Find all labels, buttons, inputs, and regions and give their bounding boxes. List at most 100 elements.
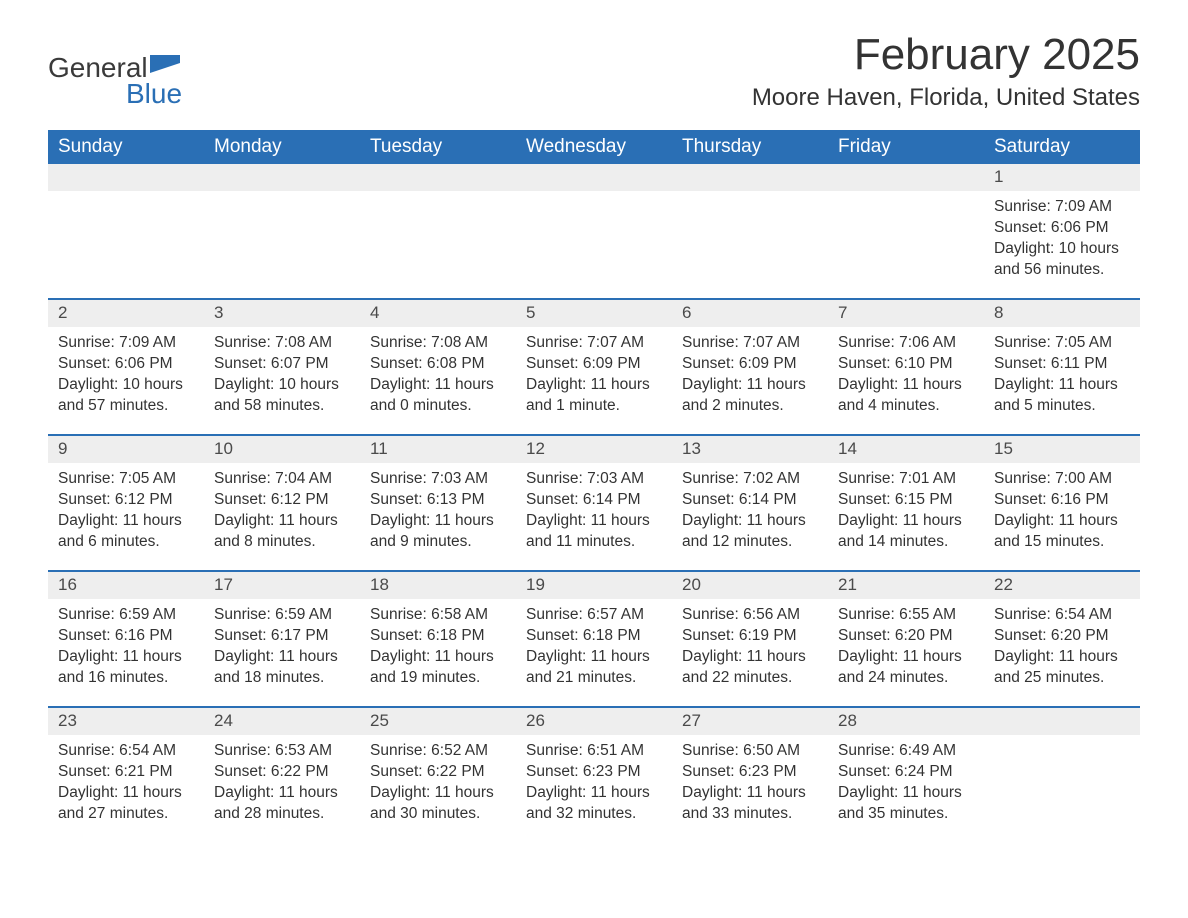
sunset-text: Sunset: 6:14 PM [526, 490, 662, 511]
calendar-week: 23Sunrise: 6:54 AMSunset: 6:21 PMDayligh… [48, 706, 1140, 826]
daylight-line1: Daylight: 11 hours [994, 647, 1130, 668]
calendar-day: 2Sunrise: 7:09 AMSunset: 6:06 PMDaylight… [48, 300, 204, 418]
daylight-line1: Daylight: 10 hours [214, 375, 350, 396]
daylight-line1: Daylight: 11 hours [526, 783, 662, 804]
calendar-day: 15Sunrise: 7:00 AMSunset: 6:16 PMDayligh… [984, 436, 1140, 554]
day-number [516, 164, 672, 191]
day-body: Sunrise: 6:55 AMSunset: 6:20 PMDaylight:… [828, 599, 984, 689]
day-number: 28 [828, 708, 984, 735]
day-body: Sunrise: 6:57 AMSunset: 6:18 PMDaylight:… [516, 599, 672, 689]
calendar-day [204, 164, 360, 282]
calendar-day: 25Sunrise: 6:52 AMSunset: 6:22 PMDayligh… [360, 708, 516, 826]
calendar-day [516, 164, 672, 282]
sunrise-text: Sunrise: 7:00 AM [994, 469, 1130, 490]
daylight-line1: Daylight: 11 hours [682, 511, 818, 532]
day-number [360, 164, 516, 191]
dow-cell: Friday [828, 130, 984, 164]
daylight-line2: and 24 minutes. [838, 668, 974, 689]
day-number: 20 [672, 572, 828, 599]
calendar-day: 7Sunrise: 7:06 AMSunset: 6:10 PMDaylight… [828, 300, 984, 418]
daylight-line2: and 25 minutes. [994, 668, 1130, 689]
sunrise-text: Sunrise: 6:59 AM [58, 605, 194, 626]
sunset-text: Sunset: 6:18 PM [526, 626, 662, 647]
day-body: Sunrise: 7:07 AMSunset: 6:09 PMDaylight:… [516, 327, 672, 417]
calendar-day: 20Sunrise: 6:56 AMSunset: 6:19 PMDayligh… [672, 572, 828, 690]
day-body: Sunrise: 6:59 AMSunset: 6:16 PMDaylight:… [48, 599, 204, 689]
day-body: Sunrise: 6:54 AMSunset: 6:20 PMDaylight:… [984, 599, 1140, 689]
daylight-line2: and 32 minutes. [526, 804, 662, 825]
sunrise-text: Sunrise: 7:05 AM [994, 333, 1130, 354]
calendar-week: 16Sunrise: 6:59 AMSunset: 6:16 PMDayligh… [48, 570, 1140, 690]
daylight-line2: and 33 minutes. [682, 804, 818, 825]
day-number: 23 [48, 708, 204, 735]
day-number: 8 [984, 300, 1140, 327]
daylight-line1: Daylight: 11 hours [526, 375, 662, 396]
sunset-text: Sunset: 6:07 PM [214, 354, 350, 375]
sunset-text: Sunset: 6:06 PM [58, 354, 194, 375]
calendar-day: 4Sunrise: 7:08 AMSunset: 6:08 PMDaylight… [360, 300, 516, 418]
day-number [984, 708, 1140, 735]
daylight-line1: Daylight: 11 hours [994, 375, 1130, 396]
daylight-line1: Daylight: 11 hours [214, 647, 350, 668]
daylight-line1: Daylight: 11 hours [370, 783, 506, 804]
day-body: Sunrise: 6:52 AMSunset: 6:22 PMDaylight:… [360, 735, 516, 825]
daylight-line2: and 58 minutes. [214, 396, 350, 417]
location: Moore Haven, Florida, United States [752, 84, 1140, 112]
day-number: 27 [672, 708, 828, 735]
daylight-line1: Daylight: 10 hours [994, 239, 1130, 260]
daylight-line2: and 30 minutes. [370, 804, 506, 825]
sunset-text: Sunset: 6:19 PM [682, 626, 818, 647]
daylight-line1: Daylight: 11 hours [838, 375, 974, 396]
sunrise-text: Sunrise: 6:57 AM [526, 605, 662, 626]
daylight-line2: and 11 minutes. [526, 532, 662, 553]
sunrise-text: Sunrise: 7:01 AM [838, 469, 974, 490]
calendar-day: 13Sunrise: 7:02 AMSunset: 6:14 PMDayligh… [672, 436, 828, 554]
day-number: 24 [204, 708, 360, 735]
daylight-line1: Daylight: 11 hours [370, 375, 506, 396]
sunset-text: Sunset: 6:12 PM [214, 490, 350, 511]
sunset-text: Sunset: 6:23 PM [682, 762, 818, 783]
sunrise-text: Sunrise: 7:06 AM [838, 333, 974, 354]
sunset-text: Sunset: 6:09 PM [526, 354, 662, 375]
sunset-text: Sunset: 6:10 PM [838, 354, 974, 375]
sunset-text: Sunset: 6:16 PM [994, 490, 1130, 511]
sunrise-text: Sunrise: 7:09 AM [994, 197, 1130, 218]
dow-cell: Wednesday [516, 130, 672, 164]
calendar-day: 9Sunrise: 7:05 AMSunset: 6:12 PMDaylight… [48, 436, 204, 554]
sunset-text: Sunset: 6:21 PM [58, 762, 194, 783]
daylight-line1: Daylight: 11 hours [838, 647, 974, 668]
calendar-day: 11Sunrise: 7:03 AMSunset: 6:13 PMDayligh… [360, 436, 516, 554]
title-block: February 2025 Moore Haven, Florida, Unit… [752, 30, 1140, 112]
logo-text-blue: Blue [126, 78, 182, 110]
calendar-day [360, 164, 516, 282]
day-number: 2 [48, 300, 204, 327]
calendar: SundayMondayTuesdayWednesdayThursdayFrid… [48, 130, 1140, 826]
sunset-text: Sunset: 6:20 PM [838, 626, 974, 647]
calendar-day [672, 164, 828, 282]
day-number: 14 [828, 436, 984, 463]
day-number: 13 [672, 436, 828, 463]
calendar-day: 17Sunrise: 6:59 AMSunset: 6:17 PMDayligh… [204, 572, 360, 690]
day-body: Sunrise: 6:54 AMSunset: 6:21 PMDaylight:… [48, 735, 204, 825]
month-title: February 2025 [752, 30, 1140, 80]
day-number: 12 [516, 436, 672, 463]
day-number: 9 [48, 436, 204, 463]
day-body: Sunrise: 6:50 AMSunset: 6:23 PMDaylight:… [672, 735, 828, 825]
day-number [48, 164, 204, 191]
sunset-text: Sunset: 6:15 PM [838, 490, 974, 511]
day-body: Sunrise: 7:05 AMSunset: 6:11 PMDaylight:… [984, 327, 1140, 417]
calendar-day: 10Sunrise: 7:04 AMSunset: 6:12 PMDayligh… [204, 436, 360, 554]
day-number: 10 [204, 436, 360, 463]
day-body: Sunrise: 7:04 AMSunset: 6:12 PMDaylight:… [204, 463, 360, 553]
calendar-day: 14Sunrise: 7:01 AMSunset: 6:15 PMDayligh… [828, 436, 984, 554]
day-number: 21 [828, 572, 984, 599]
day-number: 3 [204, 300, 360, 327]
calendar-day: 26Sunrise: 6:51 AMSunset: 6:23 PMDayligh… [516, 708, 672, 826]
calendar-day: 27Sunrise: 6:50 AMSunset: 6:23 PMDayligh… [672, 708, 828, 826]
sunset-text: Sunset: 6:20 PM [994, 626, 1130, 647]
calendar-day: 21Sunrise: 6:55 AMSunset: 6:20 PMDayligh… [828, 572, 984, 690]
daylight-line1: Daylight: 11 hours [58, 647, 194, 668]
day-number [828, 164, 984, 191]
sunrise-text: Sunrise: 7:03 AM [370, 469, 506, 490]
sunrise-text: Sunrise: 7:03 AM [526, 469, 662, 490]
